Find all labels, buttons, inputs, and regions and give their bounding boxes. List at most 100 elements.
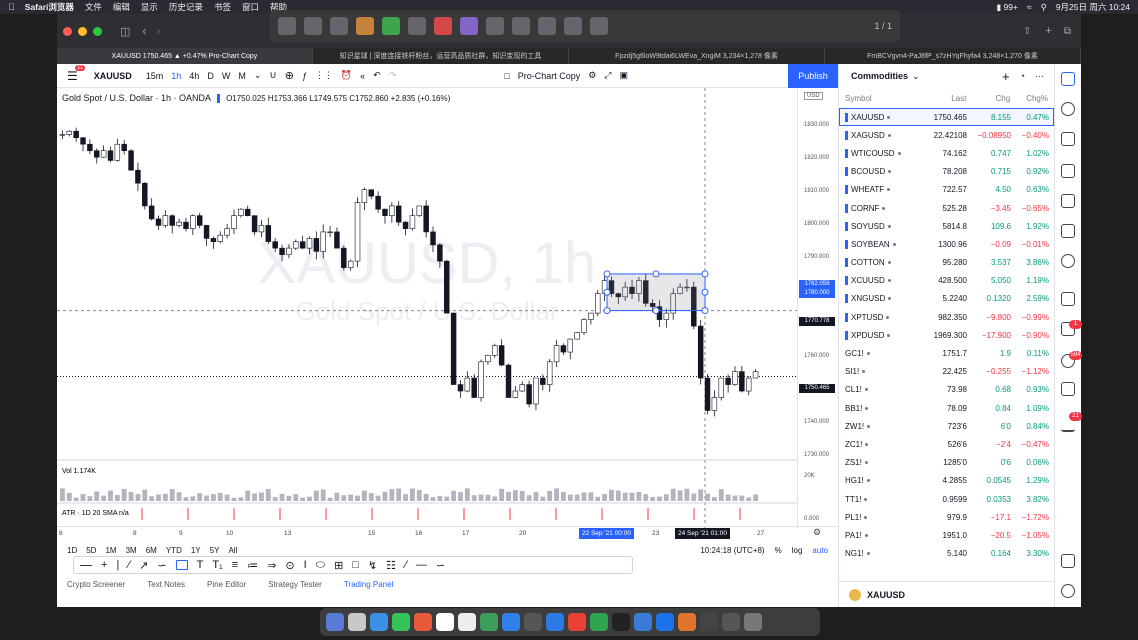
chart-drawings[interactable] [603, 270, 709, 315]
safari-icon[interactable] [370, 613, 388, 631]
camera-icon[interactable]: ▣ [619, 70, 629, 80]
watchlist-row[interactable]: XCUUSD 428.500 5.050 1.19% [839, 272, 1054, 290]
menu-bookmarks[interactable]: 书签 [207, 2, 231, 12]
tab-text-notes[interactable]: Text Notes [147, 579, 186, 589]
marker-tool-icon[interactable] [382, 17, 400, 35]
interval-15m[interactable]: 15m [145, 70, 164, 81]
ray-tool-icon[interactable]: ↗ [139, 559, 149, 572]
watchlist-row[interactable]: XAGUSD 22.42108 −0.08950 −0.40% [839, 126, 1054, 144]
more-icon[interactable]: ··· [1035, 71, 1044, 81]
photos-icon[interactable] [414, 613, 432, 631]
annotation-tool[interactable] [304, 17, 322, 35]
watchlist-row[interactable]: SOYBEAN 1300.96 −0.09 −0.01% [839, 235, 1054, 253]
sidebar-toggle-icon[interactable]: ◫ [120, 25, 131, 38]
watchlist-row[interactable]: PL1! 979.9 −17.1 −1.72% [839, 508, 1054, 526]
interval-d[interactable]: D [207, 70, 214, 81]
mail-icon[interactable] [634, 613, 652, 631]
range-all[interactable]: All [228, 545, 238, 555]
range-1y[interactable]: 1Y [190, 545, 201, 555]
numbers-icon[interactable] [480, 613, 498, 631]
column-last[interactable]: Last [951, 93, 967, 103]
indicators-icon[interactable]: ƒ [301, 70, 307, 81]
undo-icon[interactable]: ↶ [373, 70, 381, 80]
tab-overview-icon[interactable]: ⧉ [1063, 25, 1071, 37]
note-tool-icon[interactable]: T₁ [212, 559, 223, 571]
app-icon[interactable] [722, 613, 740, 631]
log-toggle[interactable]: log [791, 545, 803, 555]
layout-name[interactable]: Pro-Chart Copy [517, 70, 581, 81]
browser-tab[interactable]: Fpzdj5g6loW9tdai6LWEva_XngiM 3,234×1,278… [569, 48, 825, 64]
zoom-window-button[interactable] [93, 26, 102, 36]
tab-trading-panel[interactable]: Trading Panel [343, 579, 394, 589]
range-ytd[interactable]: YTD [165, 545, 182, 555]
gear-icon[interactable]: ⚙ [813, 527, 822, 537]
app-store-icon[interactable] [546, 613, 564, 631]
chevron-down-icon[interactable]: ⌄ [253, 70, 262, 80]
watchlist-row[interactable]: CL1! 73.98 0.68 0.93% [839, 381, 1054, 399]
keynote-icon[interactable] [502, 613, 520, 631]
range-3m[interactable]: 3M [125, 545, 137, 555]
gear-icon[interactable]: ⚙ [588, 70, 597, 80]
browser-tab[interactable]: 知识星球 | 深度连接铁杆粉丝，运营高品质社群，知识变现的工具 [313, 48, 569, 64]
menu-icon[interactable]: ☰ 11 [67, 64, 86, 83]
watchlist-row[interactable]: XAUUSD 1750.465 8.155 0.47% [839, 108, 1054, 127]
price-axis[interactable]: USD 1830.000 1820.000 1810.000 1800.000 1790… [797, 88, 838, 528]
fib-tool-icon[interactable]: ≡ [231, 559, 239, 571]
watchlist-row[interactable]: SOYUSD 5814.8 109.6 1.92% [839, 217, 1054, 235]
ideas-lightbulb-icon[interactable] [1061, 254, 1075, 268]
menu-help[interactable]: 帮助 [263, 2, 287, 12]
wifi-icon[interactable]: ≈ [1026, 2, 1032, 12]
flag-icon[interactable] [217, 93, 221, 103]
range-6m[interactable]: 6M [145, 545, 157, 555]
settings-icon[interactable] [524, 613, 542, 631]
menu-view[interactable]: 显示 [134, 2, 158, 12]
menu-window[interactable]: 窗口 [235, 2, 259, 12]
watchlist-row[interactable]: TT1! 0.9599 0.0353 3.82% [839, 490, 1054, 508]
text-tool-icon[interactable]: T [196, 559, 204, 571]
wechat-icon[interactable] [590, 613, 608, 631]
long-position-tool-icon[interactable]: I [303, 559, 307, 571]
pointer-tool-icon[interactable] [486, 17, 504, 35]
replay-icon[interactable]: « [360, 70, 366, 81]
curve-tool-icon[interactable]: ∽ [157, 559, 167, 572]
camera-icon[interactable] [564, 17, 582, 35]
battery-icon[interactable]: ▮ 99+ [996, 1, 1018, 12]
watchlist-row[interactable]: COTTON 95.280 3.537 3.86% [839, 254, 1054, 272]
watchlist-row[interactable]: WTICOUSD 74.162 0.747 1.02% [839, 144, 1054, 162]
data-window-icon[interactable] [1061, 132, 1075, 146]
watchlist-row[interactable]: HG1! 4.2855 0.0545 1.29% [839, 472, 1054, 490]
interval-1h[interactable]: 1h [171, 70, 182, 81]
trend-icon[interactable] [1061, 424, 1075, 432]
crosshair-tool-icon[interactable]: + [101, 559, 108, 571]
share-icon[interactable]: ⇧ [1023, 25, 1032, 37]
price-chart[interactable]: XAUUSD, 1h Gold Spot / U.S. Dollar Vol 1… [57, 88, 797, 528]
pitchfork-tool-icon[interactable]: ⇒ [267, 559, 277, 572]
annotation-tool[interactable] [278, 17, 296, 35]
watchlist-icon[interactable] [1061, 72, 1075, 86]
menu-app[interactable]: Safari浏览器 [18, 2, 74, 12]
streams-icon[interactable] [1061, 354, 1075, 368]
tab-strategy-tester[interactable]: Strategy Tester [268, 579, 322, 589]
highlighter-tool-icon[interactable] [356, 17, 374, 35]
watchlist-row[interactable]: XPTUSD 982.350 −9.800 −0.99% [839, 308, 1054, 326]
menu-history[interactable]: 历史记录 [162, 2, 203, 12]
help-icon[interactable] [1061, 584, 1075, 598]
layers-icon[interactable] [1061, 554, 1075, 568]
watchlist-row[interactable]: BB1! 78.09 0.84 1.09% [839, 399, 1054, 417]
layout-icon[interactable]: □ [504, 70, 510, 81]
annotation-tool[interactable] [330, 17, 348, 35]
shape-tool-icon[interactable]: ⬭ [315, 558, 326, 571]
bars-pattern-tool-icon[interactable]: ☷ [386, 559, 397, 572]
interval-4h[interactable]: 4h [189, 70, 200, 81]
calculator-icon[interactable] [1061, 224, 1075, 238]
apple-icon[interactable]:  [8, 2, 15, 12]
app-icon[interactable] [700, 613, 718, 631]
notifications-bell-icon[interactable] [1061, 382, 1075, 396]
forward-icon[interactable]: › [156, 24, 161, 38]
watchlist-row[interactable]: NG1! 5.140 0.164 3.30% [839, 545, 1054, 563]
alert-icon[interactable]: ⏰ [340, 70, 353, 80]
currency-label[interactable]: USD [804, 92, 823, 100]
terminal-icon[interactable] [612, 613, 630, 631]
publish-button[interactable]: Publish [788, 64, 838, 88]
time-axis[interactable]: 6 8 9 10 13 15 16 17 20 22 Sep '21 00:00… [57, 526, 838, 540]
